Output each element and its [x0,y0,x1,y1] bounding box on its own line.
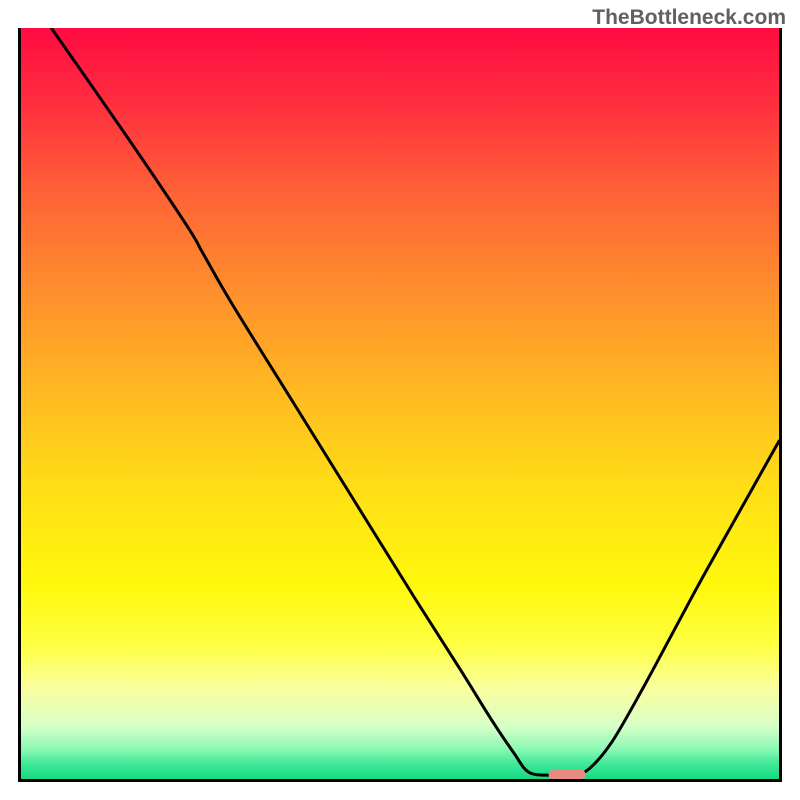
bottleneck-curve [51,28,779,775]
plot-area [18,28,782,782]
chart-container: TheBottleneck.com [0,0,800,800]
watermark-text: TheBottleneck.com [592,6,786,30]
curve-svg [21,28,779,779]
optimal-point-marker [549,769,586,781]
